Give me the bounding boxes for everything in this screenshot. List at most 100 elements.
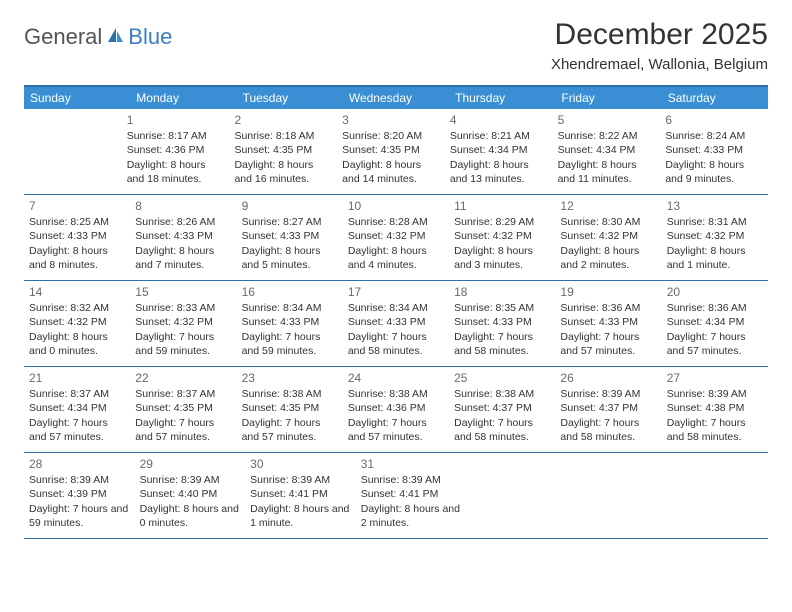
sunrise-text: Sunrise: 8:26 AM: [135, 215, 231, 229]
sunrise-text: Sunrise: 8:39 AM: [667, 387, 763, 401]
day-number: 5: [558, 112, 656, 128]
daylight-text: Daylight: 8 hours and 7 minutes.: [135, 244, 231, 272]
daylight-text: Daylight: 7 hours and 57 minutes.: [560, 330, 656, 358]
day-cell: 5Sunrise: 8:22 AMSunset: 4:34 PMDaylight…: [553, 109, 661, 194]
sunset-text: Sunset: 4:35 PM: [135, 401, 231, 415]
daylight-text: Daylight: 7 hours and 58 minutes.: [560, 416, 656, 444]
daylight-text: Daylight: 8 hours and 9 minutes.: [665, 158, 763, 186]
day-number: 11: [454, 198, 550, 214]
daylight-text: Daylight: 8 hours and 8 minutes.: [29, 244, 125, 272]
sunrise-text: Sunrise: 8:38 AM: [348, 387, 444, 401]
daylight-text: Daylight: 7 hours and 58 minutes.: [667, 416, 763, 444]
week-row: 28Sunrise: 8:39 AMSunset: 4:39 PMDayligh…: [24, 453, 768, 539]
sunset-text: Sunset: 4:38 PM: [667, 401, 763, 415]
day-cell: 31Sunrise: 8:39 AMSunset: 4:41 PMDayligh…: [356, 453, 467, 538]
day-cell: 6Sunrise: 8:24 AMSunset: 4:33 PMDaylight…: [660, 109, 768, 194]
day-cell: 11Sunrise: 8:29 AMSunset: 4:32 PMDayligh…: [449, 195, 555, 280]
day-number: 31: [361, 456, 462, 472]
daylight-text: Daylight: 7 hours and 58 minutes.: [454, 416, 550, 444]
sunrise-text: Sunrise: 8:25 AM: [29, 215, 125, 229]
day-number: 25: [454, 370, 550, 386]
sunset-text: Sunset: 4:33 PM: [242, 229, 338, 243]
sunrise-text: Sunrise: 8:37 AM: [135, 387, 231, 401]
daylight-text: Daylight: 7 hours and 57 minutes.: [29, 416, 125, 444]
sunrise-text: Sunrise: 8:22 AM: [558, 129, 656, 143]
sunrise-text: Sunrise: 8:31 AM: [667, 215, 763, 229]
daylight-text: Daylight: 7 hours and 59 minutes.: [29, 502, 130, 530]
daylight-text: Daylight: 8 hours and 0 minutes.: [29, 330, 125, 358]
sunrise-text: Sunrise: 8:36 AM: [560, 301, 656, 315]
day-number: 3: [342, 112, 440, 128]
day-cell: 28Sunrise: 8:39 AMSunset: 4:39 PMDayligh…: [24, 453, 135, 538]
day-cell: 19Sunrise: 8:36 AMSunset: 4:33 PMDayligh…: [555, 281, 661, 366]
empty-day-cell: [466, 453, 567, 538]
sunset-text: Sunset: 4:34 PM: [29, 401, 125, 415]
weekday-header-cell: Thursday: [449, 87, 555, 109]
sunrise-text: Sunrise: 8:35 AM: [454, 301, 550, 315]
day-cell: 1Sunrise: 8:17 AMSunset: 4:36 PMDaylight…: [122, 109, 230, 194]
day-number: 15: [135, 284, 231, 300]
daylight-text: Daylight: 7 hours and 57 minutes.: [667, 330, 763, 358]
sunrise-text: Sunrise: 8:21 AM: [450, 129, 548, 143]
day-cell: 2Sunrise: 8:18 AMSunset: 4:35 PMDaylight…: [229, 109, 337, 194]
daylight-text: Daylight: 8 hours and 14 minutes.: [342, 158, 440, 186]
daylight-text: Daylight: 7 hours and 58 minutes.: [348, 330, 444, 358]
day-number: 27: [667, 370, 763, 386]
logo-text-general: General: [24, 24, 102, 50]
sunset-text: Sunset: 4:36 PM: [348, 401, 444, 415]
sunset-text: Sunset: 4:34 PM: [450, 143, 548, 157]
day-number: 23: [242, 370, 338, 386]
day-number: 29: [140, 456, 241, 472]
weeks-container: 1Sunrise: 8:17 AMSunset: 4:36 PMDaylight…: [24, 109, 768, 539]
sunrise-text: Sunrise: 8:39 AM: [361, 473, 462, 487]
sunset-text: Sunset: 4:33 PM: [665, 143, 763, 157]
day-number: 22: [135, 370, 231, 386]
sunrise-text: Sunrise: 8:32 AM: [29, 301, 125, 315]
sunrise-text: Sunrise: 8:38 AM: [242, 387, 338, 401]
week-row: 14Sunrise: 8:32 AM Sunset: 4:32 PM Dayligh…: [24, 281, 768, 367]
sunset-text: Sunset: 4:33 PM: [348, 315, 444, 329]
day-cell: 25Sunrise: 8:38 AMSunset: 4:37 PMDayligh…: [449, 367, 555, 452]
daylight-text: Daylight: 8 hours and 1 minute.: [667, 244, 763, 272]
sunset-text: Sunset: 4:32 PM: [454, 229, 550, 243]
day-cell: 12Sunrise: 8:30 AMSunset: 4:32 PMDayligh…: [555, 195, 661, 280]
daylight-text: Daylight: 8 hours and 2 minutes.: [361, 502, 462, 530]
day-number: 14: [29, 284, 125, 300]
day-cell: 9Sunrise: 8:27 AMSunset: 4:33 PMDaylight…: [237, 195, 343, 280]
daylight-text: Daylight: 8 hours and 4 minutes.: [348, 244, 444, 272]
day-number: 17: [348, 284, 444, 300]
sunset-text: Sunset: 4:32 PM: [135, 315, 231, 329]
day-cell: 15Sunrise: 8:33 AMSunset: 4:32 PMDayligh…: [130, 281, 236, 366]
sunrise-text: Sunrise: 8:27 AM: [242, 215, 338, 229]
week-row: 1Sunrise: 8:17 AMSunset: 4:36 PMDaylight…: [24, 109, 768, 195]
sunrise-text: Sunrise: 8:34 AM: [242, 301, 338, 315]
day-number: 30: [250, 456, 351, 472]
sunset-text: Sunset: 4:33 PM: [454, 315, 550, 329]
sunrise-text: Sunrise: 8:24 AM: [665, 129, 763, 143]
sunrise-text: Sunrise: 8:38 AM: [454, 387, 550, 401]
sunset-text: Sunset: 4:32 PM: [560, 229, 656, 243]
sunset-text: Sunset: 4:41 PM: [361, 487, 462, 501]
day-cell: 4Sunrise: 8:21 AMSunset: 4:34 PMDaylight…: [445, 109, 553, 194]
month-title: December 2025: [551, 18, 768, 52]
sunrise-text: Sunrise: 8:20 AM: [342, 129, 440, 143]
day-number: 9: [242, 198, 338, 214]
daylight-text: Daylight: 8 hours and 1 minute.: [250, 502, 351, 530]
day-cell: 13Sunrise: 8:31 AMSunset: 4:32 PMDayligh…: [662, 195, 768, 280]
sunset-text: Sunset: 4:35 PM: [234, 143, 332, 157]
day-number: 1: [127, 112, 225, 128]
day-number: 19: [560, 284, 656, 300]
day-cell: 10Sunrise: 8:28 AMSunset: 4:32 PMDayligh…: [343, 195, 449, 280]
sunset-text: Sunset: 4:35 PM: [342, 143, 440, 157]
week-row: 7Sunrise: 8:25 AMSunset: 4:33 PMDaylight…: [24, 195, 768, 281]
day-number: 28: [29, 456, 130, 472]
sunrise-text: Sunrise: 8:39 AM: [250, 473, 351, 487]
daylight-text: Daylight: 8 hours and 13 minutes.: [450, 158, 548, 186]
day-cell: 16Sunrise: 8:34 AMSunset: 4:33 PMDayligh…: [237, 281, 343, 366]
daylight-text: Daylight: 8 hours and 18 minutes.: [127, 158, 225, 186]
day-number: 2: [234, 112, 332, 128]
sunset-text: Sunset: 4:32 PM: [667, 229, 763, 243]
sunset-text: Sunset: 4:34 PM: [558, 143, 656, 157]
day-number: 20: [667, 284, 763, 300]
weekday-header-row: SundayMondayTuesdayWednesdayThursdayFrid…: [24, 87, 768, 109]
